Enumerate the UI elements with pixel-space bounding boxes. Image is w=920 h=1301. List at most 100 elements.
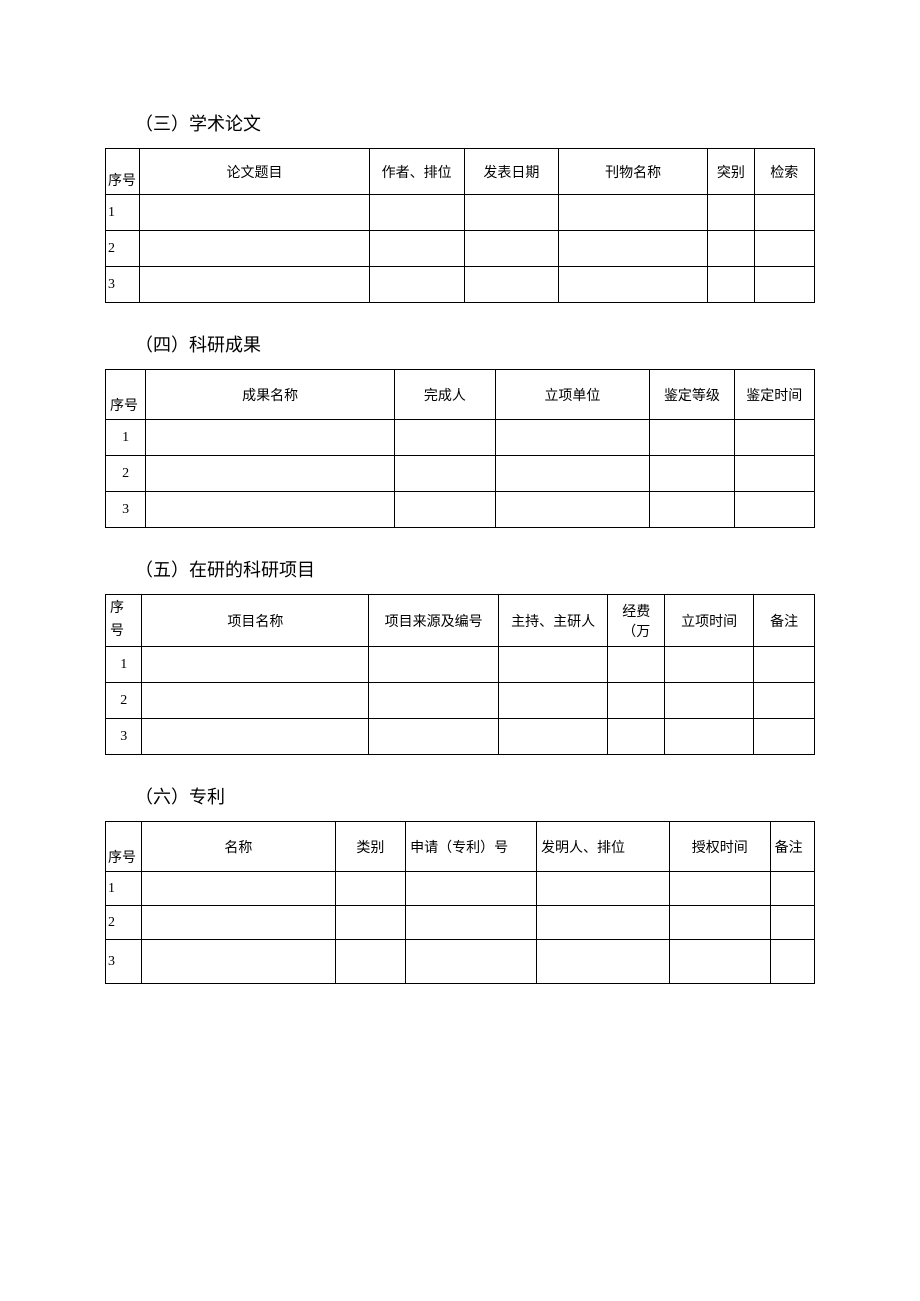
cell xyxy=(140,267,370,303)
cell xyxy=(608,719,665,755)
cell xyxy=(708,195,754,231)
cell xyxy=(650,492,734,528)
cell xyxy=(142,940,335,984)
col-remarks: 备注 xyxy=(770,822,814,872)
col-completer: 完成人 xyxy=(395,370,495,420)
col-index-l2: 号 xyxy=(110,624,124,639)
cell-index: 1 xyxy=(106,195,140,231)
cell xyxy=(335,940,405,984)
col-funding-l2: （万 xyxy=(622,625,650,640)
table-header-row: 序号 项目名称 项目来源及编号 主持、主研人 经费（万 立项时间 备注 xyxy=(106,595,815,647)
col-project-unit: 立项单位 xyxy=(495,370,650,420)
cell-index: 2 xyxy=(106,683,142,719)
col-index: 序号 xyxy=(106,595,142,647)
cell xyxy=(754,267,814,303)
cell-index: 3 xyxy=(106,940,142,984)
cell xyxy=(708,231,754,267)
section-title: （六）专利 xyxy=(135,783,815,809)
cell xyxy=(369,195,464,231)
cell xyxy=(537,906,670,940)
cell xyxy=(369,683,499,719)
cell xyxy=(498,647,607,683)
cell xyxy=(734,456,814,492)
col-journal-name: 刊物名称 xyxy=(559,149,708,195)
cell-index: 3 xyxy=(106,719,142,755)
cell xyxy=(559,267,708,303)
col-source-number: 项目来源及编号 xyxy=(369,595,499,647)
cell xyxy=(335,872,405,906)
table-patents: 序号 名称 类别 申请（专利）号 发明人、排位 授权时间 备注 1 2 xyxy=(105,821,815,984)
col-index-type: 检索 xyxy=(754,149,814,195)
cell xyxy=(395,456,495,492)
cell xyxy=(734,420,814,456)
col-appraisal-grade: 鉴定等级 xyxy=(650,370,734,420)
cell xyxy=(369,231,464,267)
table-ongoing-projects: 序号 项目名称 项目来源及编号 主持、主研人 经费（万 立项时间 备注 1 2 xyxy=(105,594,815,755)
cell xyxy=(142,872,335,906)
cell xyxy=(770,906,814,940)
cell xyxy=(142,719,369,755)
col-index: 序号 xyxy=(106,149,140,195)
col-project-name: 项目名称 xyxy=(142,595,369,647)
table-academic-papers: 序号 论文题目 作者、排位 发表日期 刊物名称 突别 检索 1 2 xyxy=(105,148,815,303)
cell xyxy=(754,231,814,267)
cell-index: 3 xyxy=(106,267,140,303)
cell xyxy=(537,872,670,906)
cell xyxy=(140,195,370,231)
col-remarks: 备注 xyxy=(754,595,815,647)
cell xyxy=(708,267,754,303)
cell xyxy=(146,456,395,492)
cell xyxy=(669,906,770,940)
section-research-achievements: （四）科研成果 序号 成果名称 完成人 立项单位 鉴定等级 鉴定时间 1 2 xyxy=(105,331,815,528)
cell xyxy=(464,195,559,231)
table-header-row: 序号 论文题目 作者、排位 发表日期 刊物名称 突别 检索 xyxy=(106,149,815,195)
table-research-achievements: 序号 成果名称 完成人 立项单位 鉴定等级 鉴定时间 1 2 xyxy=(105,369,815,528)
col-funding-l1: 经费 xyxy=(622,605,650,620)
col-grant-time: 授权时间 xyxy=(669,822,770,872)
cell xyxy=(495,420,650,456)
col-lead-researcher: 主持、主研人 xyxy=(498,595,607,647)
cell-index: 1 xyxy=(106,420,146,456)
cell xyxy=(464,267,559,303)
col-category: 类别 xyxy=(335,822,405,872)
table-row: 1 xyxy=(106,647,815,683)
cell xyxy=(754,195,814,231)
col-author-rank: 作者、排位 xyxy=(369,149,464,195)
cell xyxy=(406,872,537,906)
section-title: （四）科研成果 xyxy=(135,331,815,357)
cell xyxy=(406,940,537,984)
cell xyxy=(142,906,335,940)
cell xyxy=(146,420,395,456)
table-row: 3 xyxy=(106,492,815,528)
section-ongoing-projects: （五）在研的科研项目 序号 项目名称 项目来源及编号 主持、主研人 经费（万 立… xyxy=(105,556,815,755)
section-academic-papers: （三）学术论文 序号 论文题目 作者、排位 发表日期 刊物名称 突别 检索 1 xyxy=(105,110,815,303)
cell xyxy=(498,719,607,755)
cell xyxy=(754,683,815,719)
cell xyxy=(770,940,814,984)
cell xyxy=(142,647,369,683)
table-header-row: 序号 名称 类别 申请（专利）号 发明人、排位 授权时间 备注 xyxy=(106,822,815,872)
cell xyxy=(669,872,770,906)
cell xyxy=(369,719,499,755)
cell xyxy=(665,719,754,755)
table-row: 3 xyxy=(106,267,815,303)
table-row: 1 xyxy=(106,195,815,231)
cell-index: 2 xyxy=(106,231,140,267)
cell xyxy=(608,683,665,719)
cell xyxy=(650,420,734,456)
table-row: 3 xyxy=(106,940,815,984)
table-row: 3 xyxy=(106,719,815,755)
col-index: 序号 xyxy=(106,370,146,420)
col-index: 序号 xyxy=(106,822,142,872)
cell xyxy=(395,492,495,528)
table-row: 1 xyxy=(106,420,815,456)
col-inventor-rank: 发明人、排位 xyxy=(537,822,670,872)
cell xyxy=(369,267,464,303)
cell xyxy=(665,683,754,719)
cell xyxy=(498,683,607,719)
cell xyxy=(537,940,670,984)
cell xyxy=(669,940,770,984)
cell xyxy=(369,647,499,683)
cell xyxy=(406,906,537,940)
cell xyxy=(734,492,814,528)
